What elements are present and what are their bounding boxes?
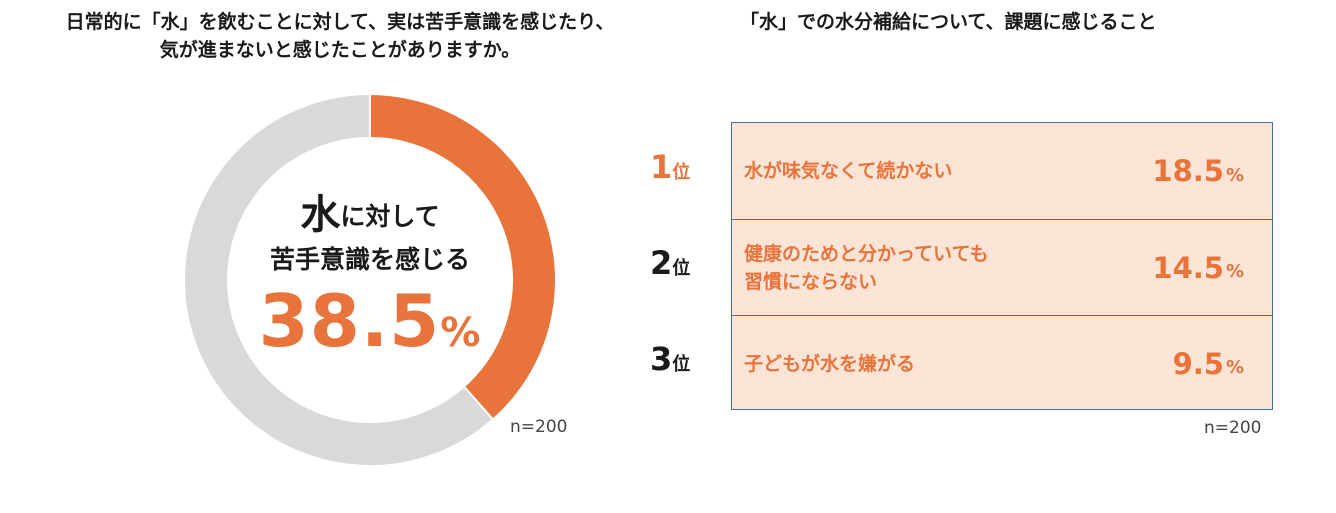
center-big-char: 水 (300, 192, 341, 238)
center-value-unit: % (440, 310, 482, 356)
row-item-text: 健康のためと分かっていても 習慣にならない (744, 242, 989, 293)
donut-chart (183, 92, 557, 467)
row-item-text: 子どもが水を嫌がる (744, 352, 916, 375)
rank-label-1: 1位 (650, 148, 690, 186)
donut-chart-title: 日常的に「水」を飲むことに対して、実は苦手意識を感じたり、 気が進まないと感じた… (10, 8, 670, 64)
row-value-number: 14.5 (1152, 250, 1224, 285)
row-percent-value: 14.5% (1152, 220, 1244, 315)
rank-number: 1 (650, 148, 673, 186)
center-line2: 苦手意識を感じる (269, 245, 470, 274)
rank-suffix: 位 (672, 354, 691, 375)
rank-label-2: 2位 (650, 244, 690, 282)
rank-label-3: 3位 (650, 340, 690, 378)
donut-slice-dislike (369, 92, 557, 421)
row-percent-value: 9.5% (1173, 316, 1244, 411)
table-row: 健康のためと分かっていても 習慣にならない 14.5% (732, 219, 1272, 315)
ranking-table: 水が味気なくて続かない 18.5% 健康のためと分かっていても 習慣にならない … (731, 122, 1273, 410)
row-item-label: 子どもが水を嫌がる (744, 316, 1074, 411)
donut-title-line1: 日常的に「水」を飲むことに対して、実は苦手意識を感じたり、 (65, 11, 615, 33)
donut-title-line2: 気が進まないと感じたことがありますか。 (159, 39, 521, 61)
table-row: 水が味気なくて続かない 18.5% (732, 123, 1272, 219)
rank-suffix: 位 (672, 258, 691, 279)
center-line1-rest: に対して (340, 202, 440, 231)
rank-number: 3 (650, 340, 673, 378)
donut-center-label: 水に対して 苦手意識を感じる 38.5% (180, 195, 560, 373)
center-value-number: 38.5 (258, 279, 441, 363)
ranking-sample-size: n=200 (1204, 418, 1262, 438)
donut-slice-other (183, 92, 495, 467)
row-item-label: 健康のためと分かっていても 習慣にならない (744, 220, 1074, 315)
row-item-text: 水が味気なくて続かない (744, 160, 953, 182)
donut-sample-size: n=200 (510, 417, 568, 437)
row-percent-value: 18.5% (1152, 123, 1244, 219)
table-row: 子どもが水を嫌がる 9.5% (732, 315, 1272, 411)
row-value-number: 18.5 (1152, 154, 1224, 188)
center-percent-value: 38.5% (180, 281, 560, 373)
ranking-title: 「水」での水分補給について、課題に感じること (740, 11, 1157, 33)
row-value-unit: % (1225, 261, 1244, 282)
rank-number: 2 (650, 244, 673, 282)
row-value-unit: % (1225, 164, 1244, 186)
center-line1: 水に対して (180, 195, 560, 237)
row-value-number: 9.5 (1172, 346, 1224, 381)
row-value-unit: % (1225, 357, 1244, 378)
row-item-label: 水が味気なくて続かない (744, 123, 1074, 219)
rank-suffix: 位 (672, 162, 691, 183)
